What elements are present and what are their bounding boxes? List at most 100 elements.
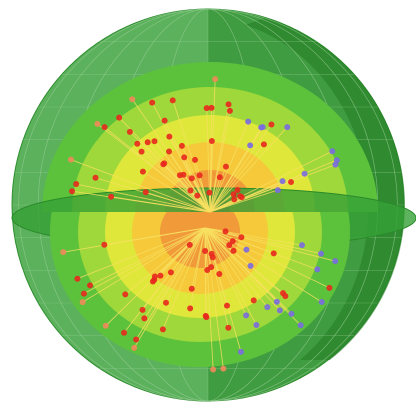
particle: [226, 107, 233, 114]
ray: [204, 227, 228, 306]
particle: [282, 293, 289, 300]
particle: [188, 175, 195, 182]
ray: [209, 124, 272, 213]
particle: [133, 336, 140, 343]
particle: [94, 120, 101, 127]
particle: [247, 142, 254, 149]
particle: [87, 282, 94, 289]
ray: [104, 227, 206, 246]
particle: [176, 172, 183, 179]
ray: [133, 227, 206, 349]
particle: [151, 273, 158, 280]
particle: [288, 179, 295, 186]
particle: [216, 174, 223, 181]
particle: [247, 262, 254, 269]
particle: [220, 365, 227, 372]
particle: [202, 248, 209, 255]
particle: [318, 298, 325, 305]
ray: [141, 151, 211, 213]
particle: [203, 105, 210, 112]
particle: [178, 142, 185, 149]
particle: [274, 187, 281, 194]
particle: [188, 285, 195, 292]
particle: [149, 99, 156, 106]
particle: [243, 312, 250, 319]
particle: [208, 104, 215, 111]
particle: [101, 124, 108, 131]
particle: [223, 302, 230, 309]
particle: [230, 191, 237, 198]
particle: [209, 254, 216, 261]
particle: [264, 304, 271, 311]
particle: [92, 174, 99, 181]
particle: [230, 247, 237, 254]
particle: [79, 299, 86, 306]
particle: [222, 163, 229, 170]
particle: [126, 128, 133, 135]
particle: [101, 241, 108, 248]
ray: [209, 177, 221, 213]
ray: [183, 157, 211, 213]
particle: [332, 258, 339, 265]
ray: [209, 193, 234, 213]
particle: [187, 187, 194, 194]
particle: [210, 366, 217, 373]
particle: [301, 170, 308, 177]
particle: [314, 266, 321, 273]
particle: [268, 121, 275, 128]
particle: [238, 234, 245, 241]
ray: [209, 150, 333, 213]
particle: [102, 322, 109, 329]
particle: [326, 284, 333, 291]
particle: [181, 154, 188, 161]
particle: [276, 307, 283, 314]
particle: [279, 178, 286, 185]
particle: [157, 272, 164, 279]
particle: [166, 133, 173, 140]
particle: [142, 189, 149, 196]
ray: [162, 163, 211, 213]
particle: [151, 138, 158, 145]
ray: [204, 227, 322, 303]
particle: [129, 96, 136, 103]
particle: [121, 329, 128, 336]
particle: [196, 172, 203, 179]
particle: [229, 238, 236, 245]
ray: [142, 227, 206, 311]
particle: [186, 241, 193, 248]
particle: [238, 194, 245, 201]
ray: [209, 126, 288, 213]
particle: [187, 305, 194, 312]
particle: [234, 186, 241, 193]
ray: [172, 100, 211, 213]
particle: [160, 161, 167, 168]
particle: [231, 196, 238, 203]
dark-band: [245, 18, 405, 360]
ray: [204, 227, 247, 251]
particle: [108, 193, 115, 200]
particle: [212, 76, 219, 83]
particle: [298, 242, 305, 249]
ray: [83, 227, 206, 295]
ray: [82, 227, 206, 303]
particle: [138, 148, 145, 155]
rays: [63, 79, 338, 370]
ray: [209, 189, 278, 213]
particles: [60, 76, 340, 373]
particle: [192, 156, 199, 163]
particle: [194, 192, 201, 199]
ray: [165, 227, 206, 303]
particle: [131, 344, 138, 351]
ray: [97, 123, 211, 213]
ray: [142, 171, 211, 213]
particle: [284, 124, 291, 131]
particle: [225, 101, 232, 108]
ray: [204, 227, 281, 311]
ray: [89, 227, 206, 286]
particle: [288, 310, 295, 317]
particle: [216, 271, 223, 278]
ray: [77, 227, 206, 280]
ray: [204, 227, 247, 316]
particle: [273, 298, 280, 305]
